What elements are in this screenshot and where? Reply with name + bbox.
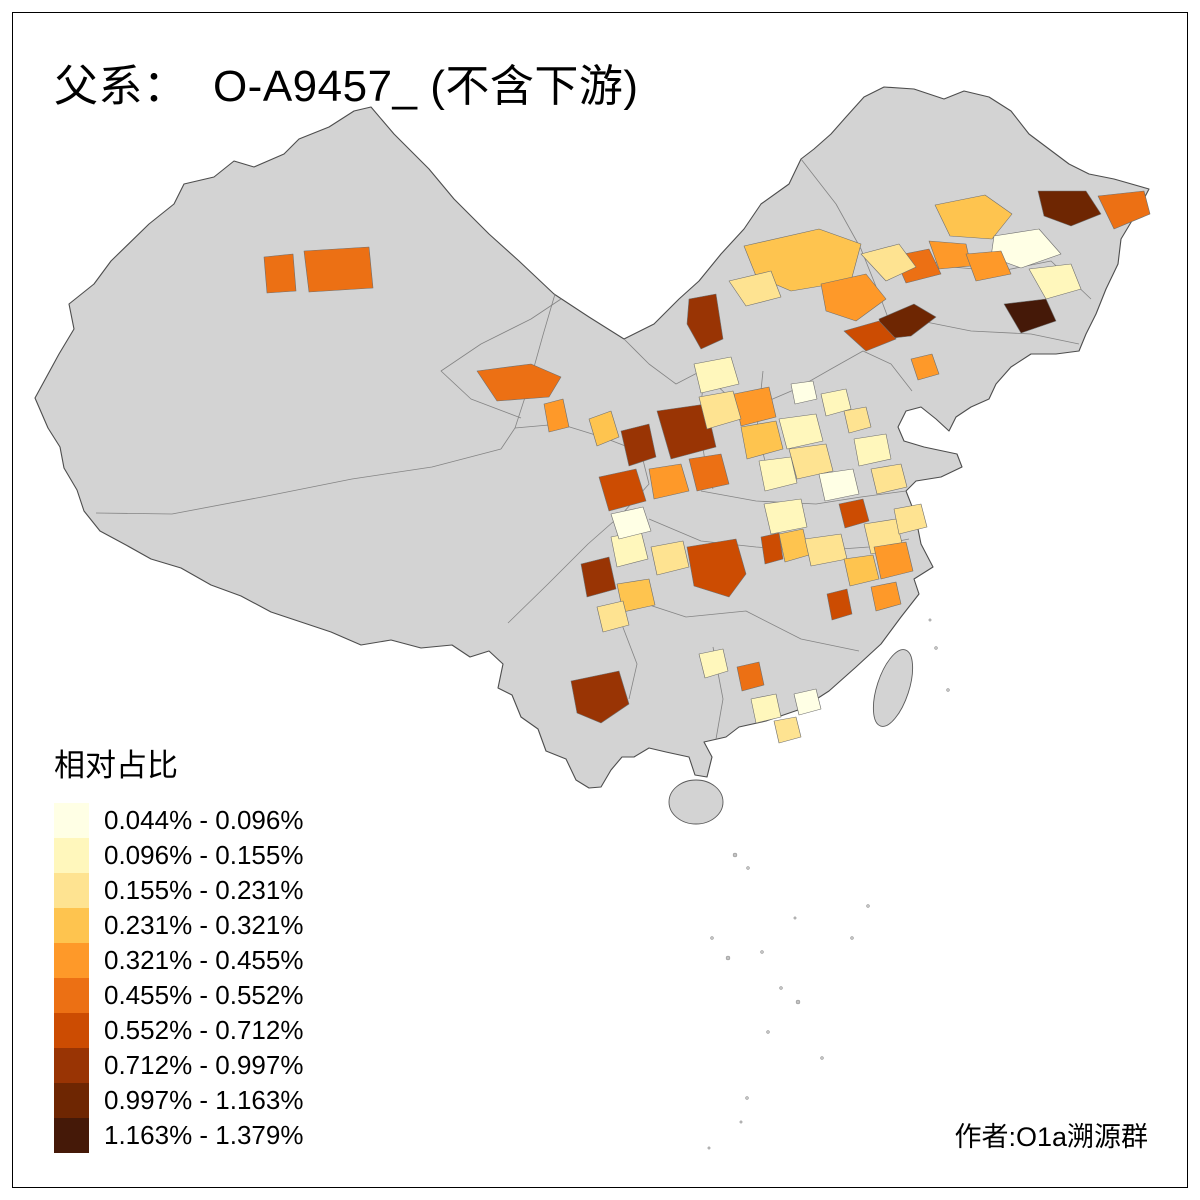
legend-swatch	[54, 803, 89, 838]
legend-swatch	[54, 1118, 89, 1153]
map-region	[870, 581, 902, 612]
legend-swatch	[54, 978, 89, 1013]
map-region	[758, 456, 798, 492]
map-region	[843, 554, 880, 587]
map-title: 父系： O-A9457_ (不含下游)	[54, 62, 639, 111]
map-region	[620, 423, 657, 467]
legend-swatch	[54, 838, 89, 873]
map-region	[303, 246, 374, 293]
attribution: 作者:O1a溯源群	[954, 1122, 1148, 1152]
map-region	[598, 468, 647, 512]
legend-label: 0.997% - 1.163%	[104, 1085, 304, 1115]
map-region	[656, 403, 717, 460]
map-region	[686, 293, 724, 350]
map-region	[476, 363, 562, 402]
map-region	[610, 506, 652, 540]
map-region	[820, 273, 887, 322]
map-region	[860, 243, 917, 282]
map-region	[580, 556, 617, 598]
legend-label: 0.096% - 0.155%	[104, 840, 304, 870]
map-region	[843, 320, 897, 352]
map-region	[965, 250, 1012, 282]
taiwan-island	[872, 649, 914, 727]
map-region	[788, 443, 834, 480]
legend-row: 0.155% - 0.231%	[54, 873, 303, 908]
map-region	[843, 406, 872, 434]
legend-row: 0.096% - 0.155%	[54, 838, 303, 873]
map-region	[763, 498, 808, 535]
map-region	[873, 541, 914, 580]
legend-row: 0.712% - 0.997%	[54, 1048, 303, 1083]
map-region	[728, 270, 782, 307]
legend-swatch	[54, 943, 89, 978]
map-region	[853, 433, 892, 467]
map-region	[1028, 263, 1082, 300]
map-region	[698, 648, 729, 679]
legend-row: 1.163% - 1.379%	[54, 1118, 303, 1153]
legend-label: 0.552% - 0.712%	[104, 1015, 304, 1045]
legend-title: 相对占比	[54, 748, 178, 783]
legend: 相对占比 0.044% - 0.096% 0.096% - 0.155% 0.1…	[54, 740, 303, 1153]
map-region	[596, 600, 630, 633]
legend-swatch	[54, 1083, 89, 1118]
legend-label: 0.155% - 0.231%	[104, 875, 304, 905]
legend-row: 0.044% - 0.096%	[54, 803, 303, 838]
legend-label: 0.455% - 0.552%	[104, 980, 304, 1010]
legend-row: 0.455% - 0.552%	[54, 978, 303, 1013]
map-region	[740, 420, 784, 460]
map-region	[790, 380, 818, 405]
map-region	[893, 503, 928, 535]
map-region	[773, 716, 802, 744]
map-region	[263, 253, 297, 294]
map-region	[934, 194, 1013, 240]
map-region	[588, 410, 620, 447]
legend-label: 0.044% - 0.096%	[104, 805, 304, 835]
map-region	[543, 398, 570, 433]
legend-swatch	[54, 873, 89, 908]
hainan-island	[668, 779, 724, 825]
map-region	[693, 356, 740, 394]
map-region	[838, 498, 870, 529]
map-region	[820, 388, 852, 417]
map-region	[793, 688, 822, 716]
map-region	[650, 540, 690, 576]
map-region	[870, 463, 908, 495]
legend-label: 0.321% - 0.455%	[104, 945, 304, 975]
sea-islands	[707, 618, 950, 1150]
map-region	[1003, 298, 1057, 334]
map-region	[688, 453, 730, 492]
legend-label: 0.231% - 0.321%	[104, 910, 304, 940]
map-region	[570, 670, 630, 724]
map-region	[826, 588, 853, 621]
legend-swatch	[54, 908, 89, 943]
legend-row: 0.552% - 0.712%	[54, 1013, 303, 1048]
legend-row: 0.231% - 0.321%	[54, 908, 303, 943]
map-region	[778, 413, 824, 450]
map-region	[750, 693, 782, 724]
map-region	[698, 390, 742, 430]
legend-label: 1.163% - 1.379%	[104, 1120, 304, 1150]
colored-regions	[263, 190, 1151, 744]
map-region	[1037, 190, 1102, 227]
map-region	[818, 468, 860, 502]
map-region	[736, 661, 765, 692]
map-region	[1097, 190, 1151, 230]
legend-label: 0.712% - 0.997%	[104, 1050, 304, 1080]
map-region	[910, 353, 940, 381]
map-region	[760, 532, 784, 565]
map-region	[648, 463, 690, 500]
legend-swatch	[54, 1048, 89, 1083]
legend-swatch	[54, 1013, 89, 1048]
map-region	[686, 538, 747, 598]
legend-row: 0.321% - 0.455%	[54, 943, 303, 978]
legend-row: 0.997% - 1.163%	[54, 1083, 303, 1118]
